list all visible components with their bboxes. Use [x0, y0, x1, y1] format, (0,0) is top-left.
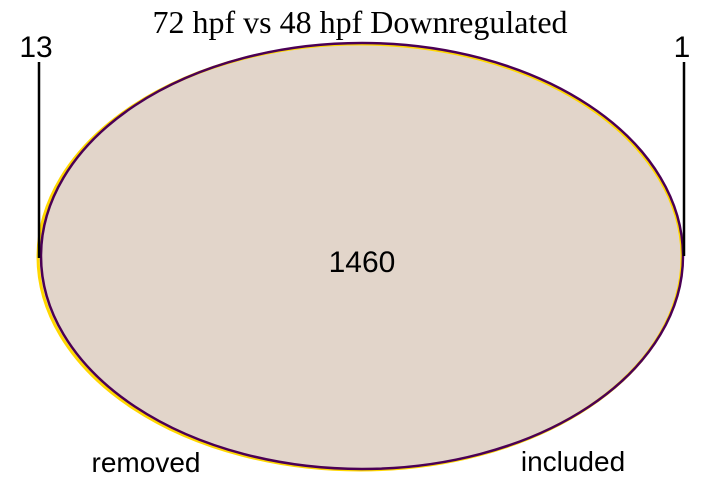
diagram-title: 72 hpf vs 48 hpf Downregulated	[152, 4, 567, 40]
included-only-count: 1	[674, 31, 691, 64]
removed-only-count: 13	[19, 31, 52, 64]
set-label-removed: removed	[92, 447, 201, 478]
set-label-included: included	[521, 446, 625, 477]
intersection-count: 1460	[329, 246, 396, 279]
